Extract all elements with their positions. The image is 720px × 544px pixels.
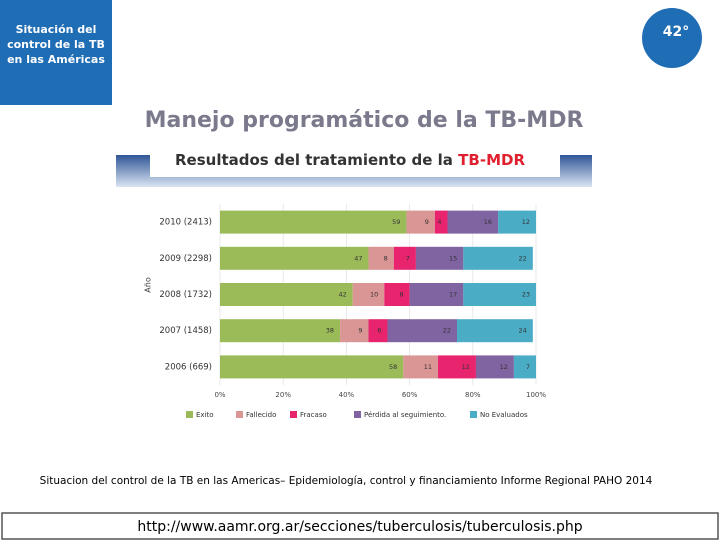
legend-swatch — [470, 411, 477, 418]
bar-segment — [220, 319, 341, 343]
bar-segment — [498, 210, 536, 234]
data-label: 4 — [437, 218, 441, 226]
legend-label: Fracaso — [300, 411, 327, 419]
x-tick-label: 80% — [465, 391, 481, 399]
data-label: 10 — [370, 291, 378, 299]
legend-label: Pérdida al seguimiento. — [364, 411, 446, 419]
logo-text: 42° — [663, 24, 689, 40]
bar-segment — [368, 319, 388, 343]
data-label: 7 — [526, 363, 530, 371]
bar-segment — [457, 319, 533, 343]
bar-segment — [406, 210, 435, 234]
x-tick-label: 20% — [275, 391, 291, 399]
legend-swatch — [290, 411, 297, 418]
legend-label: No Evaluados — [480, 411, 528, 419]
x-tick-label: 40% — [339, 391, 355, 399]
data-label: 42 — [338, 291, 346, 299]
bar-segment — [438, 355, 476, 379]
legend-swatch — [354, 411, 361, 418]
data-label: 7 — [406, 254, 410, 262]
data-label: 12 — [462, 363, 470, 371]
data-label: 22 — [443, 327, 451, 335]
bar-segment — [475, 355, 514, 379]
y-tick-label: 2009 (2298) — [159, 254, 212, 264]
logo — [642, 8, 702, 68]
data-label: 12 — [522, 218, 530, 226]
slide-title: Manejo programático de la TB-MDR — [145, 108, 584, 133]
data-label: 11 — [424, 363, 432, 371]
x-tick-label: 60% — [402, 391, 418, 399]
bar-segment — [415, 246, 464, 270]
chart-title-main: Resultados del tratamiento de la — [175, 151, 453, 169]
source-note: Situacion del control de la TB en las Am… — [40, 475, 653, 487]
legend-label: Fallecido — [246, 411, 276, 419]
bar-segment — [340, 319, 369, 343]
bar-segment — [220, 210, 407, 234]
legend-swatch — [236, 411, 243, 418]
bar-segment — [463, 246, 533, 270]
data-label: 59 — [392, 218, 400, 226]
data-label: 8 — [399, 291, 403, 299]
data-label: 23 — [522, 291, 530, 299]
chart-title-highlight: TB-MDR — [458, 151, 525, 169]
data-label: 8 — [384, 254, 388, 262]
bar-segment — [403, 355, 439, 379]
bar-segment — [409, 283, 464, 306]
title-box — [150, 147, 560, 177]
data-label: 12 — [500, 363, 508, 371]
bar-segment — [513, 355, 536, 379]
data-label: 47 — [354, 254, 362, 262]
url-box — [1, 512, 719, 540]
y-tick-label: 2010 (2413) — [159, 218, 212, 228]
badge-box — [0, 0, 112, 105]
y-tick-label: 2006 (669) — [165, 362, 212, 372]
bar-segment — [220, 246, 369, 270]
chart: 0% 20% 40% 60% 80% 100%2010 (2413) 59 9 4 16 12200… — [159, 204, 546, 419]
badge-text: Situación del control de la TB en las Amér… — [7, 23, 105, 66]
y-axis-label: Año — [144, 277, 153, 293]
data-label: 22 — [519, 254, 527, 262]
bar-segment — [352, 283, 385, 306]
bar-segment — [368, 246, 394, 270]
bar-segment — [384, 283, 410, 306]
data-label: 17 — [449, 291, 457, 299]
data-label: 24 — [519, 327, 527, 335]
x-tick-label: 0% — [214, 391, 225, 399]
bar-segment — [434, 210, 448, 234]
bar-segment — [220, 283, 353, 306]
bar-segment — [393, 246, 416, 270]
data-label: 16 — [484, 218, 492, 226]
chart-title: Resultados del tratamiento de la TB-MDR — [175, 151, 525, 169]
legend-label: Exito — [196, 411, 214, 419]
data-label: 9 — [425, 218, 429, 226]
data-label: 9 — [358, 327, 362, 335]
legend-swatch — [186, 411, 193, 418]
bar-segment — [220, 355, 404, 379]
data-label: 38 — [326, 327, 334, 335]
x-tick-label: 100% — [526, 391, 546, 399]
data-label: 58 — [389, 363, 397, 371]
y-tick-label: 2007 (1458) — [159, 326, 212, 336]
y-tick-label: 2008 (1732) — [159, 290, 212, 300]
data-label: 6 — [377, 327, 381, 335]
bar-segment — [447, 210, 499, 234]
data-label: 15 — [449, 254, 457, 262]
url: http://www.aamr.org.ar/secciones/tubercu… — [137, 519, 582, 535]
bar-segment — [387, 319, 457, 343]
bar-segment — [463, 283, 536, 306]
